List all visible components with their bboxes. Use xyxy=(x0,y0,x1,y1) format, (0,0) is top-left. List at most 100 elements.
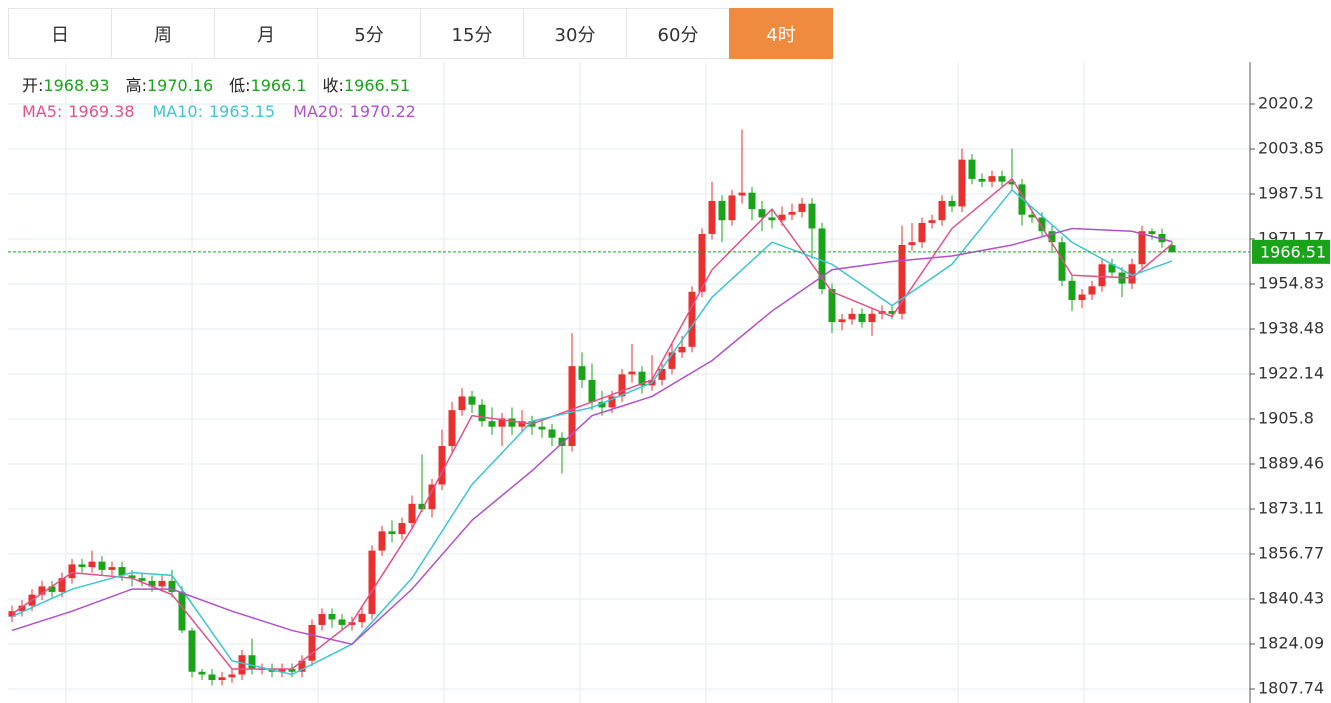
candle-body xyxy=(218,677,226,681)
candle-body xyxy=(48,586,56,592)
y-tick-label: 1824.09 xyxy=(1258,633,1324,652)
ma-legend: MA5: 1969.38 MA10: 1963.15 MA20: 1970.22 xyxy=(22,102,416,121)
candle-body xyxy=(978,178,986,182)
candle-body xyxy=(568,366,576,446)
ma-line xyxy=(11,177,1173,670)
candle-body xyxy=(958,159,966,207)
y-tick-label: 1922.14 xyxy=(1258,364,1324,383)
candle-body xyxy=(988,176,996,182)
period-tab[interactable]: 4时 xyxy=(729,8,833,59)
y-tick-label: 1807.74 xyxy=(1258,678,1324,697)
candle-body xyxy=(68,564,76,579)
candle-body xyxy=(848,313,856,320)
candle-body xyxy=(158,580,166,587)
candle-body xyxy=(438,445,446,485)
y-tick-label: 1954.83 xyxy=(1258,274,1324,293)
ohlc-header: 开:1968.93 高:1970.16 低:1966.1 收:1966.51 xyxy=(22,76,410,95)
period-tab[interactable]: 月 xyxy=(214,8,318,59)
candle-body xyxy=(768,217,776,221)
ohlc-value: 1970.16 xyxy=(147,76,213,95)
y-tick-label: 1840.43 xyxy=(1258,588,1324,607)
candle-body xyxy=(998,176,1006,182)
candle-body xyxy=(718,200,726,221)
period-tab[interactable]: 日 xyxy=(8,8,112,59)
candle-body xyxy=(1038,217,1046,232)
candle-body xyxy=(408,503,416,524)
candle-body xyxy=(828,289,836,323)
candle-body xyxy=(938,200,946,221)
legend-value: 1963.15 xyxy=(209,102,275,121)
ohlc-label: 收: xyxy=(323,76,344,95)
candle-body xyxy=(658,368,666,380)
candle-body xyxy=(278,668,286,672)
candle-body xyxy=(638,371,646,386)
candle-body xyxy=(518,421,526,427)
period-tab[interactable]: 15分 xyxy=(420,8,524,59)
candle-body xyxy=(1108,264,1116,273)
candle-body xyxy=(378,531,386,551)
candle-body xyxy=(1068,280,1076,301)
candle-body xyxy=(128,575,136,579)
candle-body xyxy=(248,655,256,669)
candle-body xyxy=(78,564,86,568)
candle-body xyxy=(318,613,326,625)
candle-body xyxy=(418,503,426,510)
candle-body xyxy=(428,484,436,510)
current-price-box xyxy=(1252,239,1330,264)
candle-body xyxy=(628,371,636,375)
period-tab[interactable]: 30分 xyxy=(523,8,627,59)
candle-body xyxy=(388,531,396,535)
candle-body xyxy=(58,578,66,592)
y-tick-label: 1873.11 xyxy=(1258,499,1324,518)
candle-body xyxy=(618,374,626,397)
candle-body xyxy=(1058,242,1066,281)
candle-body xyxy=(968,159,976,179)
legend-value: 1969.38 xyxy=(68,102,134,121)
candle-body xyxy=(578,366,586,380)
candle-body xyxy=(708,200,716,234)
y-tick-label: 1905.8 xyxy=(1258,408,1314,427)
candle-body xyxy=(338,619,346,625)
candle-body xyxy=(288,668,296,672)
y-tick-label: 1987.51 xyxy=(1258,184,1324,203)
period-tab[interactable]: 60分 xyxy=(626,8,730,59)
candle-body xyxy=(208,674,216,681)
candle-body xyxy=(1098,264,1106,287)
y-tick-label: 1889.46 xyxy=(1258,453,1324,472)
y-tick-label: 2020.2 xyxy=(1258,94,1314,113)
candle-body xyxy=(1128,264,1136,284)
candle-body xyxy=(928,220,936,223)
candle-body xyxy=(758,209,766,218)
candle-body xyxy=(228,674,236,678)
period-tab[interactable]: 周 xyxy=(111,8,215,59)
candle-body xyxy=(398,523,406,535)
ohlc-label: 低: xyxy=(229,76,250,95)
candle-body xyxy=(498,418,506,427)
candle-body xyxy=(908,242,916,245)
candle-body xyxy=(138,578,146,581)
candle-body xyxy=(1158,233,1166,243)
candle-body xyxy=(678,346,686,353)
candle-body xyxy=(348,622,356,625)
current-price-label: 1966.51 xyxy=(1260,242,1326,261)
legend-label: MA5: xyxy=(22,102,62,121)
candle-body xyxy=(448,410,456,446)
candle-body xyxy=(548,429,556,438)
ohlc-value: 1966.51 xyxy=(344,76,410,95)
candle-body xyxy=(168,580,176,592)
candle-body xyxy=(88,561,96,568)
candle-body xyxy=(1148,231,1156,234)
candle-body xyxy=(948,200,956,207)
period-tab[interactable]: 5分 xyxy=(317,8,421,59)
candle-body xyxy=(328,613,336,620)
candle-body xyxy=(918,222,926,243)
candle-body xyxy=(1048,231,1056,243)
ma-line xyxy=(11,227,1173,646)
candle-body xyxy=(198,671,206,675)
candle-body xyxy=(1008,181,1016,185)
candle-body xyxy=(488,421,496,427)
y-tick-label: 2003.85 xyxy=(1258,139,1324,158)
candle-body xyxy=(98,561,106,570)
candle-body xyxy=(478,404,486,422)
candle-body xyxy=(808,203,816,229)
